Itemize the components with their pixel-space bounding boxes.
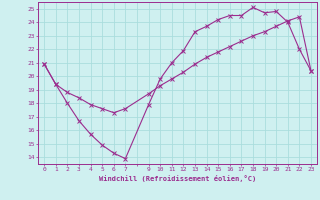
X-axis label: Windchill (Refroidissement éolien,°C): Windchill (Refroidissement éolien,°C) [99, 175, 256, 182]
